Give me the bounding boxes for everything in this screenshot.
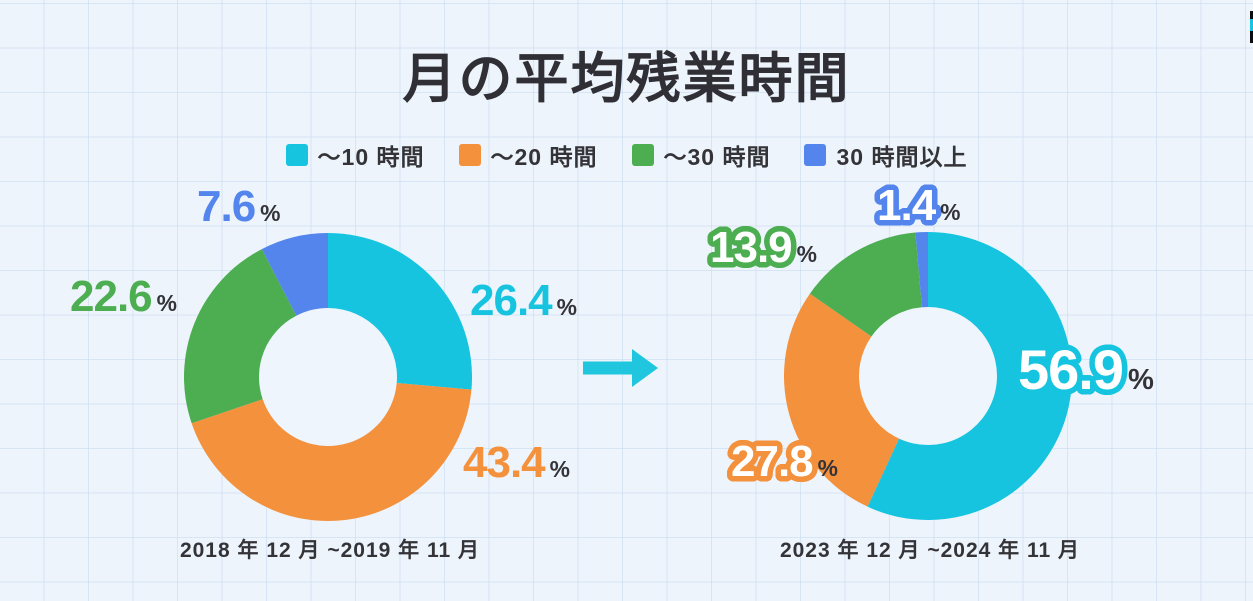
slice-label-0-2: 22.6% (70, 275, 177, 319)
legend-label: ～30 時間 (663, 144, 771, 170)
chart-caption-2018: 2018 年 12 月 ~2019 年 11 月 (179, 539, 481, 562)
slice-value: 56.9 (1018, 338, 1124, 401)
legend-label: 30 時間以上 (836, 144, 968, 170)
donut-1-slice-3 (915, 232, 928, 308)
legend-item-2: ～30 時間 (631, 138, 771, 172)
arrow-right-icon (583, 349, 658, 387)
page-title: 月の平均残業時間 (402, 49, 851, 109)
donut-0-slice-0 (328, 233, 472, 390)
slice-value: 1.4 (877, 181, 936, 230)
legend-swatch-icon (631, 144, 654, 166)
slice-label-0-0: 26.4% (470, 279, 577, 323)
legend-item-3: 30 時間以上 (804, 138, 967, 172)
slice-value: 43.4 (463, 438, 546, 487)
percent-sign: % (556, 294, 577, 320)
clipped-edge-top (1250, 11, 1253, 19)
donut-1-slice-0 (867, 232, 1072, 520)
slice-label-1-1: 27.8% (731, 440, 838, 484)
slice-label-1-0: 56.9% (1018, 342, 1154, 398)
chart-caption-2023: 2023 年 12 月 ~2024 年 11 月 (779, 539, 1081, 562)
legend-label: ～20 時間 (490, 144, 598, 170)
donut-hole (858, 306, 998, 446)
slice-label-1-3: 1.4% (877, 184, 961, 228)
percent-sign: % (549, 456, 570, 482)
clipped-edge-middle (1250, 19, 1253, 31)
donut-chart-2018 (184, 233, 472, 521)
slice-value: 27.8 (731, 437, 814, 486)
legend-item-0: ～10 時間 (285, 138, 425, 172)
percent-sign: % (940, 199, 961, 225)
donut-0-slice-3 (261, 233, 328, 316)
percent-sign: % (260, 200, 281, 226)
legend-label: ～10 時間 (317, 144, 425, 170)
clipped-edge-bottom (1250, 31, 1253, 43)
donut-1-slice-1 (784, 293, 900, 507)
donut-0-slice-2 (184, 249, 297, 424)
percent-sign: % (1128, 364, 1154, 396)
slice-value: 13.9 (710, 223, 793, 272)
legend-swatch-icon (458, 144, 481, 166)
donut-chart-2023 (784, 232, 1072, 520)
legend-swatch-icon (804, 144, 827, 166)
slice-label-0-3: 7.6% (197, 185, 281, 229)
legend-swatch-icon (285, 144, 308, 166)
slice-value: 22.6 (70, 272, 153, 321)
percent-sign: % (156, 290, 177, 316)
chart-legend: ～10 時間 ～20 時間 ～30 時間 30 時間以上 (0, 138, 1253, 172)
slice-label-0-1: 43.4% (463, 441, 570, 485)
donut-1-slice-2 (809, 232, 922, 337)
percent-sign: % (796, 241, 817, 267)
slice-value: 26.4 (470, 276, 553, 325)
percent-sign: % (817, 455, 838, 481)
slice-label-1-2: 13.9% (710, 226, 817, 270)
donut-hole (258, 307, 398, 447)
legend-item-1: ～20 時間 (458, 138, 598, 172)
clipped-edge-element (1250, 11, 1253, 43)
slice-value: 7.6 (197, 182, 256, 231)
donut-0-slice-1 (191, 383, 472, 521)
